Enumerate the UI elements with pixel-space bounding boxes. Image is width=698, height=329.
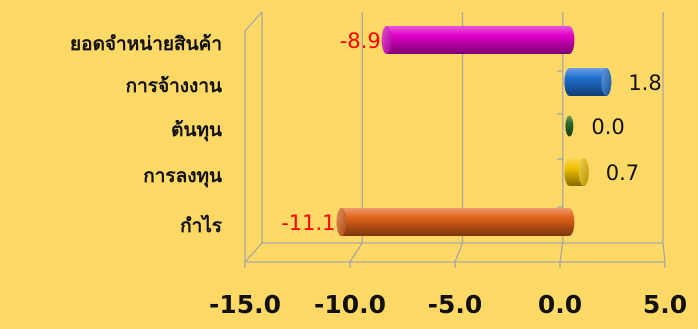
x-tick-label: -5.0	[428, 290, 483, 319]
value-label: 0.7	[606, 161, 639, 185]
bar-layer	[336, 26, 612, 236]
bar-cap	[336, 208, 347, 236]
category-label: การจ้างงาน	[126, 75, 222, 97]
label-layer: -8.9 1.80.0 0.7 -11.1 ยอดจำหน่ายสินค้าการจ้า…	[70, 29, 662, 237]
value-label: -8.9	[340, 29, 381, 53]
tick-layer: -15.0 -10.0 -5.0 0.0 5.0	[209, 290, 687, 319]
gridline-floor	[454, 242, 464, 263]
x-tick-label: -15.0	[209, 290, 281, 319]
value-label: 0.0	[591, 115, 624, 139]
category-label: ยอดจำหน่ายสินค้า	[70, 33, 222, 55]
gridline-floor	[349, 242, 363, 263]
bar-cap	[381, 26, 392, 54]
side-wall-top	[244, 11, 263, 32]
gridline-floor	[244, 242, 263, 263]
bar-cap	[578, 158, 589, 186]
bar-cap	[565, 115, 574, 137]
bar-body	[336, 208, 575, 236]
bar	[564, 68, 612, 96]
x-tick-label: 0.0	[538, 290, 582, 319]
x-tick-label: -10.0	[314, 290, 386, 319]
value-label: -11.1	[281, 211, 335, 235]
x-tick-label: 5.0	[643, 290, 687, 319]
bar	[381, 26, 575, 54]
bar-cap	[601, 68, 612, 96]
bar	[336, 208, 575, 236]
category-label: ต้นทุน	[171, 119, 222, 142]
bar-body	[381, 26, 575, 54]
gridline-floor	[662, 242, 666, 263]
bar	[565, 115, 574, 137]
value-label: 1.8	[628, 71, 661, 95]
bar	[564, 158, 589, 187]
gridline-floor	[559, 242, 564, 263]
bar-body	[564, 68, 612, 96]
category-label: กำไร	[180, 214, 223, 237]
category-label: การลงทุน	[143, 165, 222, 188]
